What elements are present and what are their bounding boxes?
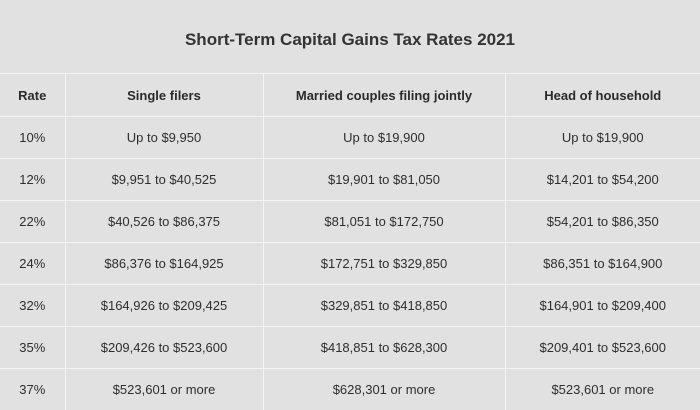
- tax-rates-table: Rate Single filers Married couples filin…: [0, 74, 700, 410]
- married-cell: $19,901 to $81,050: [263, 159, 505, 201]
- table-row: 35% $209,426 to $523,600 $418,851 to $62…: [0, 327, 700, 369]
- single-cell: Up to $9,950: [65, 117, 263, 159]
- rate-cell: 32%: [0, 285, 65, 327]
- table-row: 24% $86,376 to $164,925 $172,751 to $329…: [0, 243, 700, 285]
- married-cell: $418,851 to $628,300: [263, 327, 505, 369]
- table-title: Short-Term Capital Gains Tax Rates 2021: [0, 0, 700, 74]
- table-row: 32% $164,926 to $209,425 $329,851 to $41…: [0, 285, 700, 327]
- single-cell: $209,426 to $523,600: [65, 327, 263, 369]
- hoh-cell: $86,351 to $164,900: [505, 243, 700, 285]
- rate-cell: 10%: [0, 117, 65, 159]
- rate-cell: 12%: [0, 159, 65, 201]
- rate-cell: 22%: [0, 201, 65, 243]
- rate-cell: 35%: [0, 327, 65, 369]
- hoh-cell: $523,601 or more: [505, 369, 700, 410]
- hoh-cell: $209,401 to $523,600: [505, 327, 700, 369]
- single-cell: $9,951 to $40,525: [65, 159, 263, 201]
- table-row: 37% $523,601 or more $628,301 or more $5…: [0, 369, 700, 410]
- single-cell: $86,376 to $164,925: [65, 243, 263, 285]
- header-rate: Rate: [0, 74, 65, 117]
- table-row: 10% Up to $9,950 Up to $19,900 Up to $19…: [0, 117, 700, 159]
- single-cell: $164,926 to $209,425: [65, 285, 263, 327]
- table-row: 12% $9,951 to $40,525 $19,901 to $81,050…: [0, 159, 700, 201]
- married-cell: Up to $19,900: [263, 117, 505, 159]
- hoh-cell: $54,201 to $86,350: [505, 201, 700, 243]
- header-single-filers: Single filers: [65, 74, 263, 117]
- header-married-jointly: Married couples filing jointly: [263, 74, 505, 117]
- married-cell: $172,751 to $329,850: [263, 243, 505, 285]
- hoh-cell: $14,201 to $54,200: [505, 159, 700, 201]
- header-head-of-household: Head of household: [505, 74, 700, 117]
- single-cell: $523,601 or more: [65, 369, 263, 410]
- single-cell: $40,526 to $86,375: [65, 201, 263, 243]
- rate-cell: 24%: [0, 243, 65, 285]
- rate-cell: 37%: [0, 369, 65, 410]
- hoh-cell: Up to $19,900: [505, 117, 700, 159]
- hoh-cell: $164,901 to $209,400: [505, 285, 700, 327]
- married-cell: $628,301 or more: [263, 369, 505, 410]
- header-row: Rate Single filers Married couples filin…: [0, 74, 700, 117]
- table-row: 22% $40,526 to $86,375 $81,051 to $172,7…: [0, 201, 700, 243]
- married-cell: $329,851 to $418,850: [263, 285, 505, 327]
- married-cell: $81,051 to $172,750: [263, 201, 505, 243]
